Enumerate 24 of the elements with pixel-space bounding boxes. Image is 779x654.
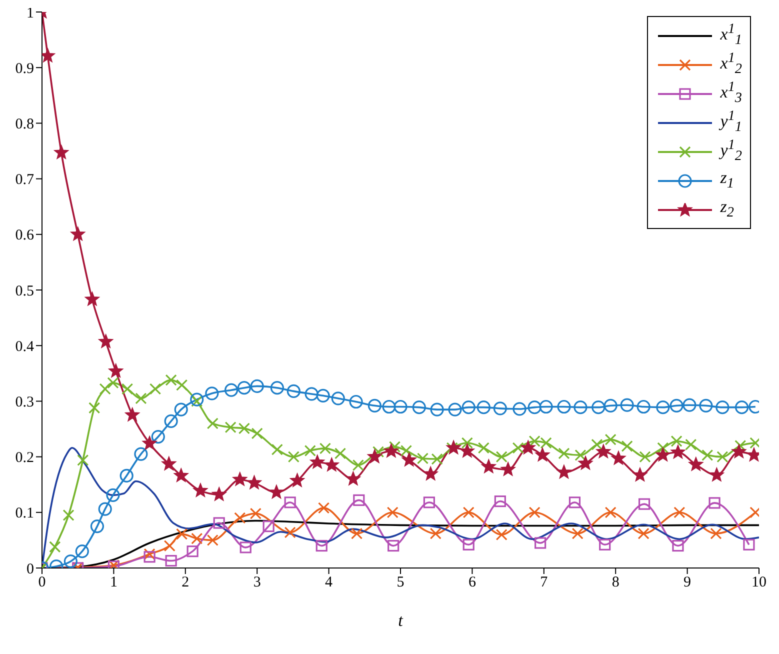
y-tick-label: 0 <box>26 561 34 578</box>
x-tick-label: 4 <box>325 574 334 591</box>
x-tick-label: 0 <box>38 574 46 591</box>
x-tick-label: 3 <box>253 574 261 591</box>
x-tick-label: 6 <box>468 574 476 591</box>
y-tick-label: 0.9 <box>15 60 34 77</box>
x-tick-label: 2 <box>182 574 190 591</box>
y-tick-label: 0.2 <box>15 450 34 466</box>
y-tick-label: 0.8 <box>15 116 34 133</box>
x-tick-label: 9 <box>684 574 692 591</box>
y-tick-label: 0.3 <box>15 394 34 411</box>
y-tick-label: 0.5 <box>15 283 34 300</box>
x-axis-title: t <box>398 611 404 630</box>
y-tick-label: 0.7 <box>15 172 34 188</box>
x-tick-label: 10 <box>752 574 766 591</box>
x-tick-label: 1 <box>110 574 118 591</box>
x-tick-label: 7 <box>540 574 548 591</box>
y-tick-label: 0.4 <box>15 338 34 355</box>
y-tick-label: 0.1 <box>15 506 34 522</box>
x-tick-label: 8 <box>612 574 620 591</box>
y-tick-label: 0.6 <box>15 228 34 244</box>
legend-label: z$_{1}$ <box>720 168 734 193</box>
x-tick-label: 5 <box>396 574 404 591</box>
legend-label: z$_{2}$ <box>720 197 734 222</box>
